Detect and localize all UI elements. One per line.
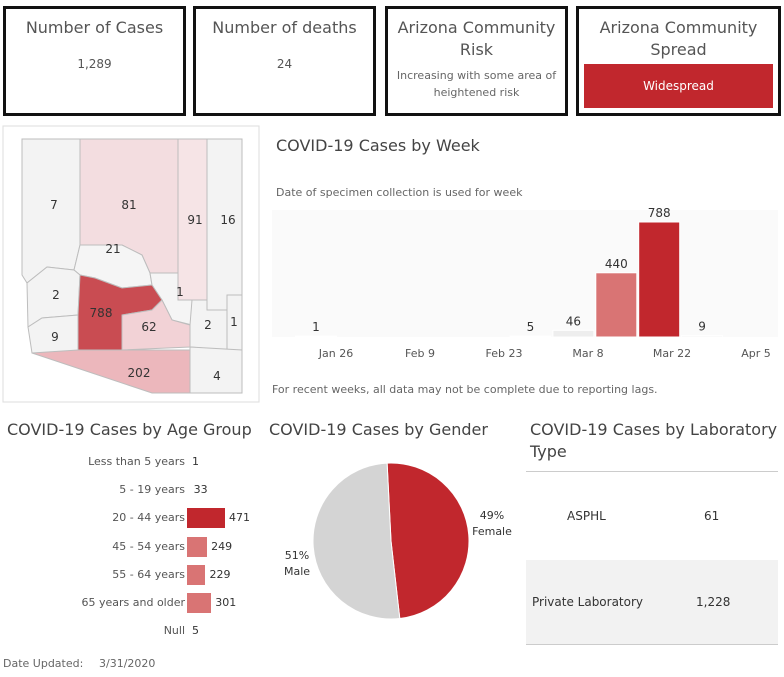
weekly-x-tick: Mar 22: [653, 347, 691, 360]
age-bar-value: 33: [193, 483, 208, 497]
county-label-pima: 202: [128, 366, 151, 380]
male-percent-label: 51%: [285, 549, 309, 562]
age-bar-chart[interactable]: Less than 5 years 1 5 - 19 years 33 20 - 44 …: [0, 452, 265, 652]
age-bar-value: 1: [192, 455, 199, 468]
age-bar[interactable]: [187, 508, 225, 529]
weekly-bar[interactable]: [681, 335, 724, 338]
county-label-apache: 16: [220, 213, 235, 227]
gender-pie-chart[interactable]: 49% Female 51% Male: [270, 450, 526, 640]
age-bar-value: 301: [215, 596, 237, 609]
weekly-bar-chart[interactable]: 1 5 46 440 788 9 Jan 26 Feb 9 Feb 23 Mar 8 Mar 22 A…: [272, 200, 784, 370]
weekly-bar-label: 440: [605, 257, 628, 271]
female-percent-label: 49%: [480, 509, 504, 522]
weekly-chart-title: COVID-19 Cases by Week: [276, 136, 480, 155]
weekly-x-tick: Feb 23: [486, 347, 523, 360]
age-row-label: Null: [163, 624, 185, 638]
age-bar-value: 229: [209, 567, 231, 581]
weekly-x-tick: Apr 5: [741, 347, 771, 360]
age-chart-title: COVID-19 Cases by Age Group: [7, 420, 252, 439]
kpi-subtitle: Increasing with some area of heightened …: [396, 69, 557, 99]
county-label-yavapai: 21: [105, 242, 120, 256]
kpi-value: 1,289: [77, 57, 112, 71]
age-row-label: 55 - 64 years: [112, 567, 185, 581]
county-label-la-paz: 2: [52, 288, 60, 302]
lab-row-asphl: ASPHL 61: [526, 474, 778, 558]
lab-value: 1,228: [696, 595, 731, 609]
county-cochise[interactable]: [189, 346, 243, 394]
age-row: Null 5: [0, 621, 260, 641]
county-label-yuma: 9: [51, 330, 59, 344]
lab-name: Private Laboratory: [532, 595, 644, 609]
age-row: 20 - 44 years 471: [0, 508, 260, 529]
age-row-label: 20 - 44 years: [112, 511, 185, 525]
county-label-navajo: 91: [187, 213, 202, 227]
county-label-maricopa: 788: [90, 306, 113, 320]
arizona-county-map[interactable]: 7 81 91 16 21 2 1 9 788 62 2 1 202 4: [2, 125, 260, 403]
lab-table-title: COVID-19 Cases by Laboratory Type: [530, 420, 778, 461]
kpi-number-of-deaths: Number of deaths 24: [193, 6, 376, 116]
date-updated-label: Date Updated:: [3, 657, 84, 670]
age-row: 45 - 54 years 249: [0, 536, 260, 557]
county-label-coconino: 81: [121, 198, 136, 212]
kpi-community-risk: Arizona Community Risk Increasing with s…: [385, 6, 568, 116]
weekly-plot-area: [272, 210, 778, 337]
lab-row-private: Private Laboratory 1,228: [526, 560, 778, 645]
age-bar-value: 5: [192, 624, 199, 638]
weekly-bar-label: 1: [312, 320, 320, 334]
lab-value: 61: [704, 509, 720, 523]
age-bar[interactable]: [187, 593, 212, 613]
county-label-gila: 1: [176, 285, 184, 299]
kpi-number-of-cases: Number of Cases 1,289: [3, 6, 186, 116]
kpi-title: Number of Cases: [25, 18, 164, 37]
weekly-bar[interactable]: [638, 221, 681, 338]
county-pima[interactable]: [31, 349, 191, 394]
age-bar[interactable]: [187, 564, 206, 585]
age-row: 65 years and older 301: [0, 593, 260, 613]
weekly-bar-label: 5: [527, 320, 535, 334]
age-row: 5 - 19 years 33: [0, 480, 260, 500]
age-row: Less than 5 years 1: [0, 452, 260, 472]
gender-chart-title: COVID-19 Cases by Gender: [269, 420, 488, 439]
female-name-label: Female: [472, 525, 512, 538]
weekly-chart-subtitle: Date of specimen collection is used for …: [276, 186, 523, 199]
county-label-graham: 2: [204, 318, 212, 332]
lab-table-divider: [526, 471, 778, 472]
county-label-mohave: 7: [50, 198, 58, 212]
kpi-title: Arizona Community Risk: [397, 18, 556, 59]
female-slice[interactable]: [386, 462, 470, 620]
lab-name: ASPHL: [567, 509, 606, 523]
date-updated-value: 3/31/2020: [99, 657, 156, 670]
male-name-label: Male: [284, 565, 310, 578]
weekly-bar[interactable]: [552, 329, 595, 338]
age-row-label: 65 years and older: [81, 596, 185, 609]
male-slice[interactable]: [312, 462, 401, 620]
age-bar[interactable]: [187, 536, 208, 557]
weekly-bar[interactable]: [295, 335, 337, 338]
kpi-value: 24: [276, 57, 293, 71]
weekly-x-tick: Feb 9: [405, 347, 435, 360]
spread-badge: Widespread: [584, 64, 773, 108]
weekly-footnote: For recent weeks, all data may not be co…: [272, 383, 658, 396]
weekly-x-tick: Mar 8: [572, 347, 603, 360]
age-row-label: Less than 5 years: [88, 455, 185, 468]
age-row-label: 5 - 19 years: [119, 483, 185, 497]
weekly-bar[interactable]: [595, 272, 638, 338]
weekly-bar-label: 9: [698, 320, 706, 334]
weekly-bar-label: 788: [648, 206, 671, 220]
age-row: 55 - 64 years 229: [0, 564, 260, 585]
county-label-pinal: 62: [141, 320, 156, 334]
county-label-greenlee: 1: [230, 315, 238, 329]
weekly-bar[interactable]: [509, 335, 552, 338]
kpi-title: Arizona Community Spread: [599, 18, 758, 59]
age-bar-value: 471: [229, 511, 250, 525]
age-row-label: 45 - 54 years: [112, 539, 185, 553]
county-label-cochise: 4: [213, 369, 221, 383]
kpi-community-spread: Arizona Community Spread Widespread: [576, 6, 781, 116]
age-bar-value: 249: [211, 539, 233, 553]
kpi-title: Number of deaths: [212, 18, 357, 37]
weekly-x-tick: Jan 26: [318, 347, 353, 360]
weekly-bar-label: 46: [566, 314, 581, 328]
